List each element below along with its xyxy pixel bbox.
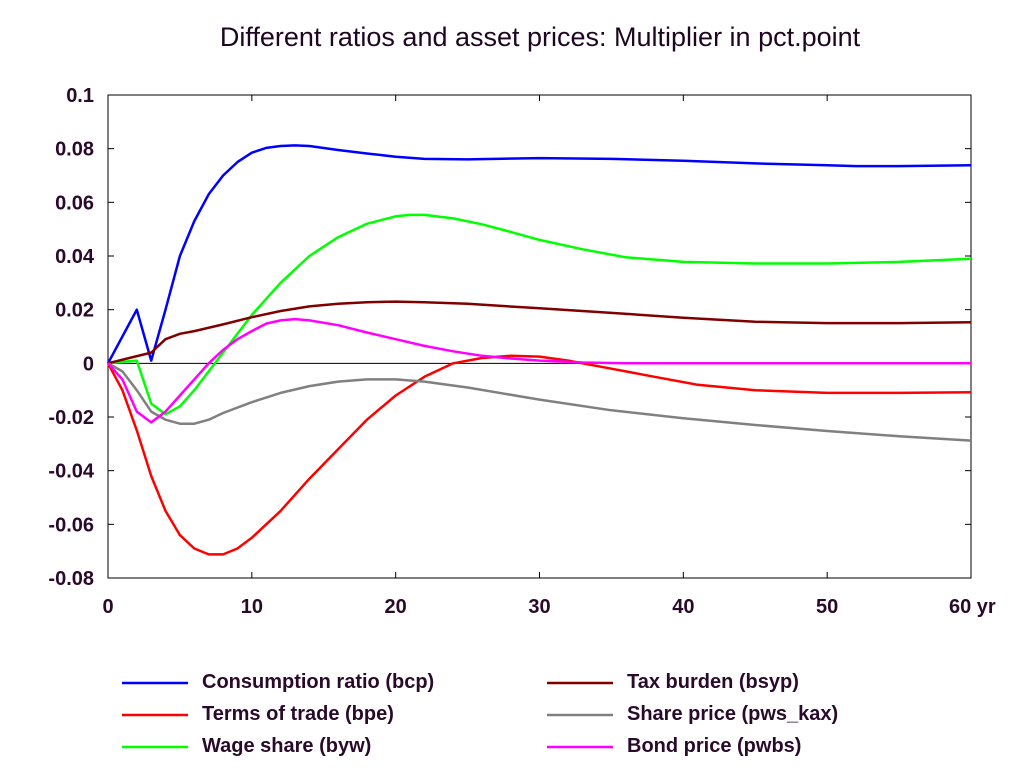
x-tick-label: 60 yr <box>949 596 996 618</box>
y-tick-label: 0.02 <box>55 300 94 322</box>
y-tick-label: 0.06 <box>55 192 94 214</box>
series-line-4 <box>107 300 972 365</box>
series-line-6 <box>107 317 971 424</box>
legend: Consumption ratio (bcp) Terms of trade (b… <box>122 671 838 757</box>
series-line-5 <box>107 362 972 442</box>
x-tick-label: 40 <box>672 596 694 618</box>
series-line-2 <box>106 354 972 556</box>
y-tick-label: 0.1 <box>66 85 94 107</box>
y-tick-label: -0.02 <box>48 407 94 429</box>
x-tick-label: 10 <box>241 596 263 618</box>
series-line-3 <box>107 213 972 416</box>
y-tick-label: -0.06 <box>48 514 94 536</box>
x-tick-label: 30 <box>528 596 550 618</box>
x-axis: 0 10 20 30 40 50 60 yr <box>102 95 996 618</box>
plot-border <box>107 94 972 579</box>
series-line-1 <box>106 144 972 364</box>
legend-label: Tax burden (bsyp) <box>627 671 799 693</box>
legend-label: Share price (pws_kax) <box>627 703 838 725</box>
legend-label: Wage share (byw) <box>202 735 371 757</box>
x-tick-label: 0 <box>102 596 113 618</box>
legend-label: Terms of trade (bpe) <box>202 703 394 725</box>
plot-frame <box>107 94 972 579</box>
y-tick-label: 0.08 <box>55 139 94 161</box>
y-axis: 0.1 0.08 0.06 0.04 0.02 0 -0.02 -0.04 -0.06 -0.08 <box>48 85 971 590</box>
x-tick-label: 50 <box>816 596 838 618</box>
legend-label: Consumption ratio (bcp) <box>202 671 434 693</box>
series-layer <box>106 144 972 556</box>
legend-label: Bond price (pwbs) <box>627 735 801 757</box>
x-tick-label: 20 <box>385 596 407 618</box>
y-tick-label: -0.08 <box>48 568 94 590</box>
y-tick-label: -0.04 <box>48 461 94 483</box>
chart-title: Different ratios and asset prices: Multi… <box>219 22 861 52</box>
y-tick-label: 0 <box>83 353 94 375</box>
y-tick-label: 0.04 <box>55 246 95 268</box>
